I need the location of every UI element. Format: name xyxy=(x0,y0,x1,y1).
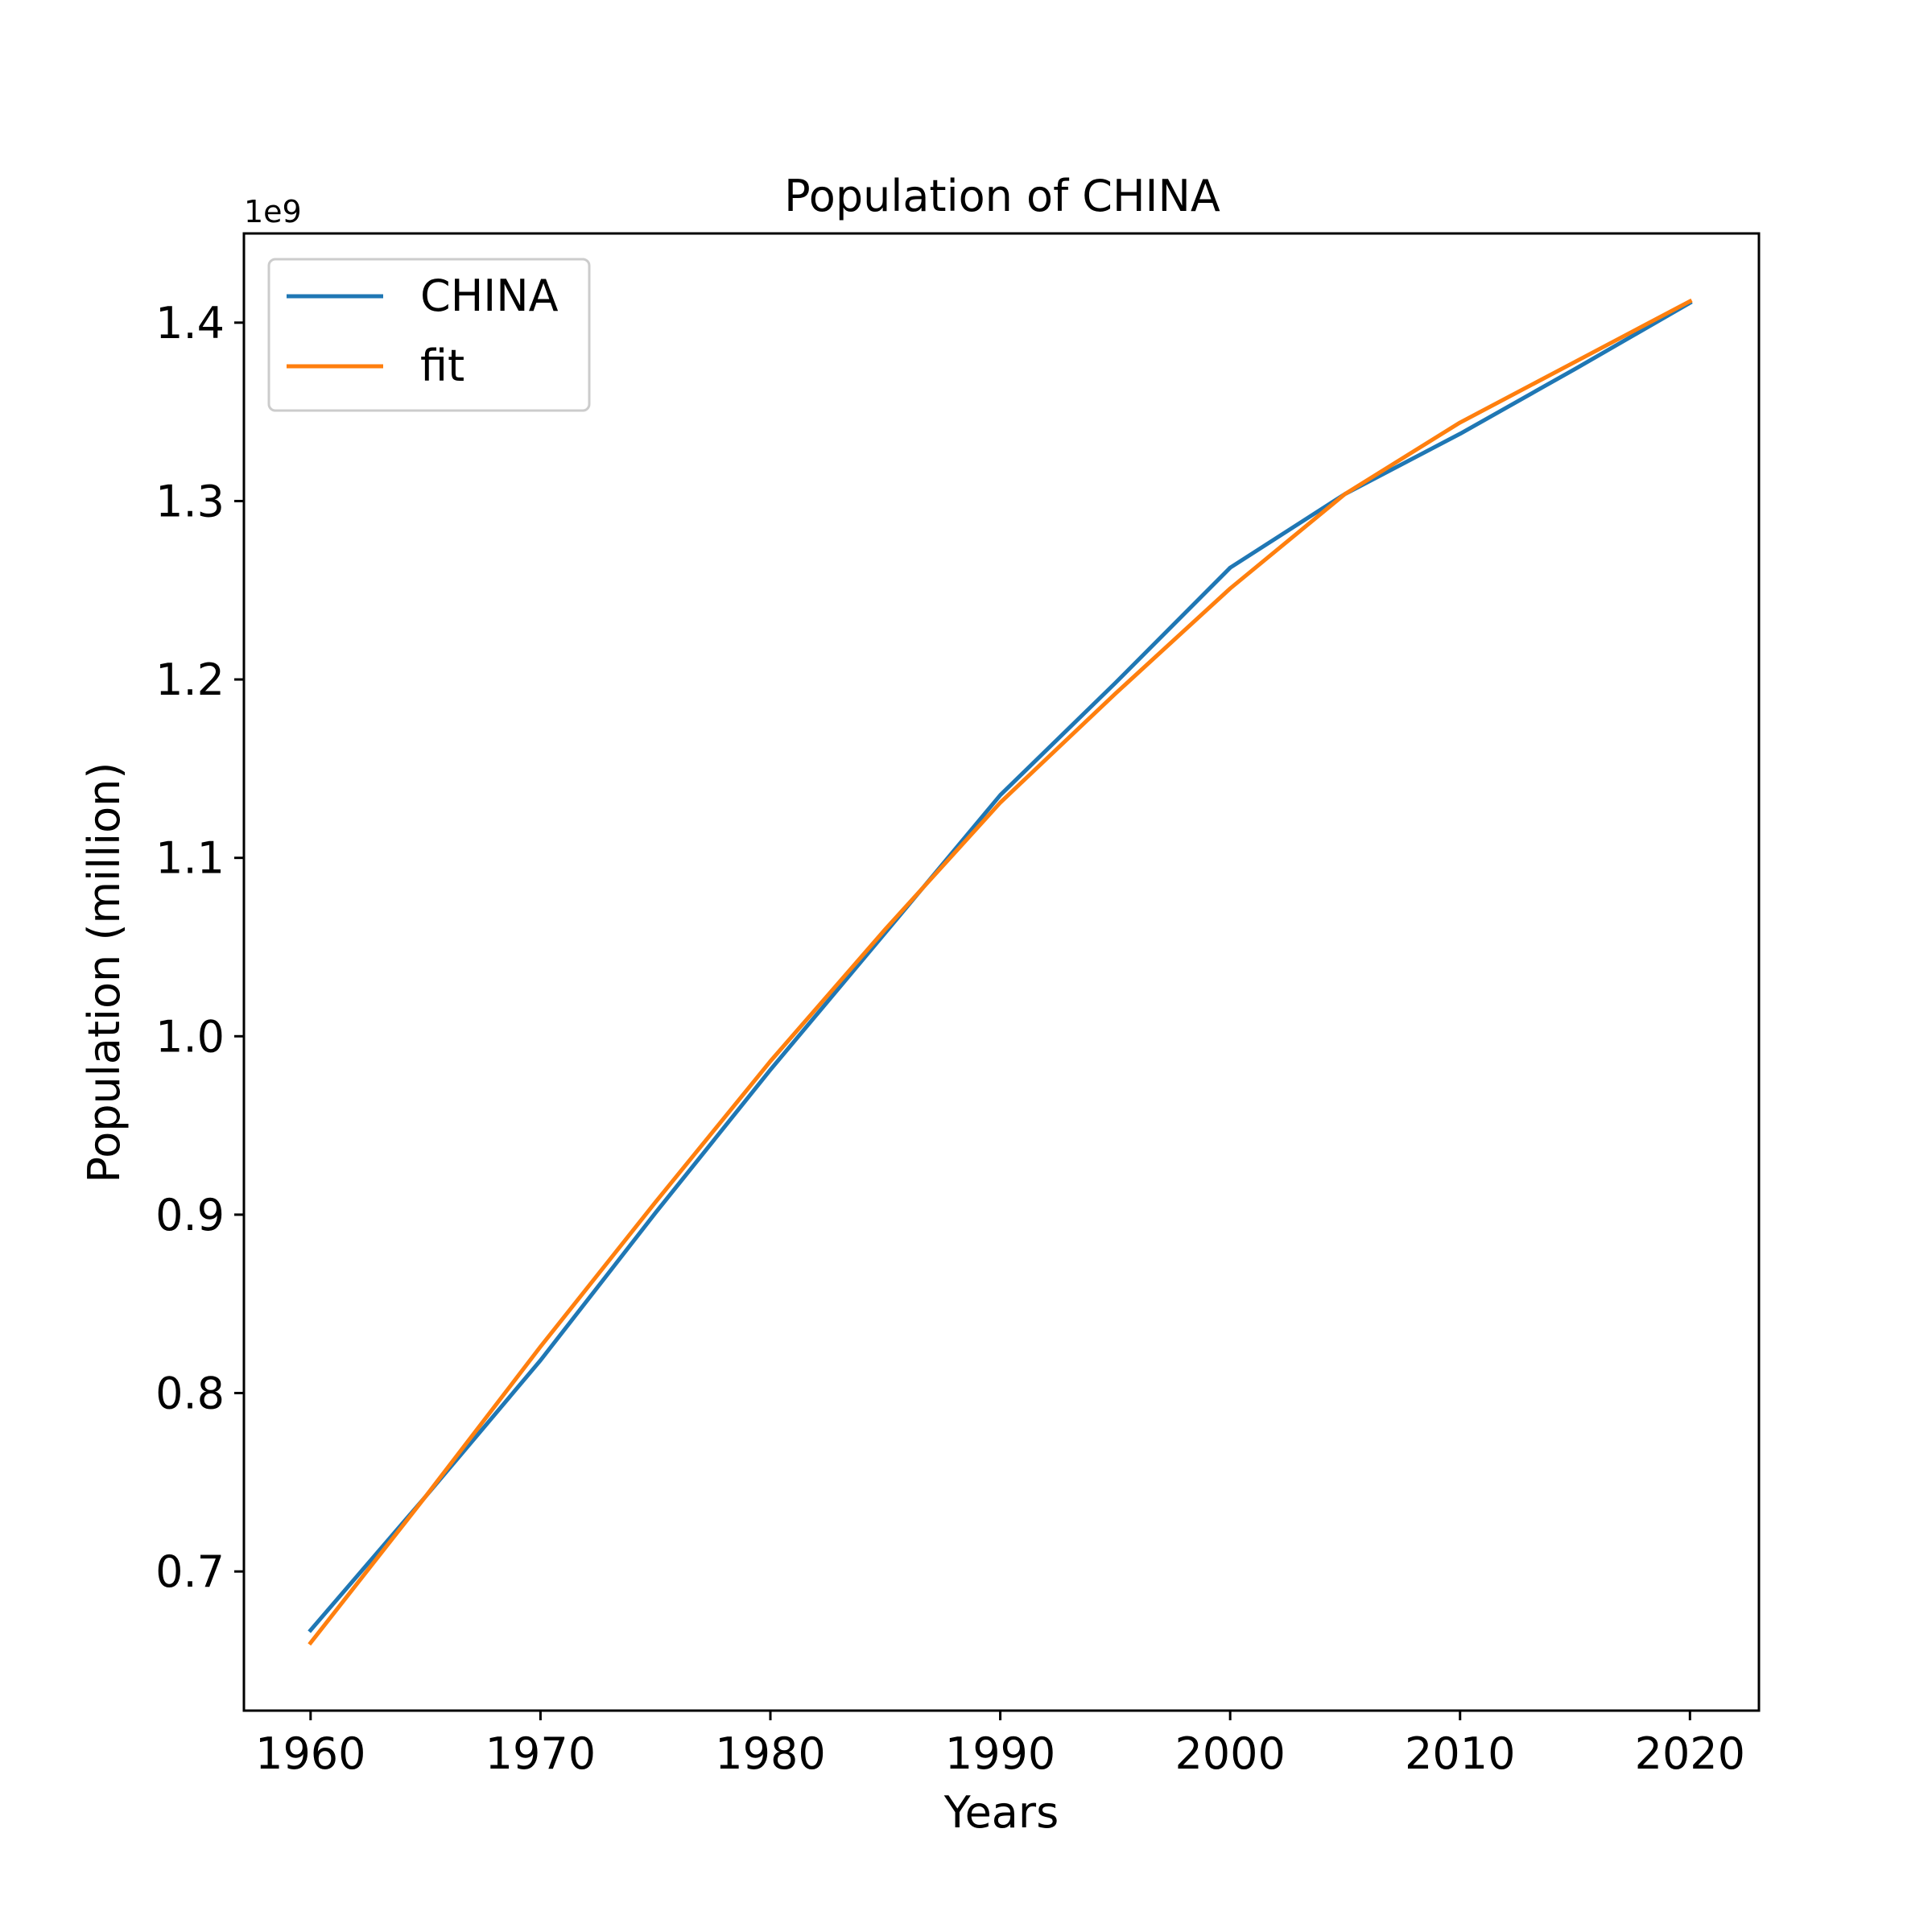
y-axis-label: Population (million) xyxy=(79,762,130,1183)
x-axis-ticks: 1960 1970 1980 1990 2000 2010 2020 xyxy=(255,1711,1745,1779)
y-tick-label: 1.2 xyxy=(155,654,225,705)
legend: CHINA fit xyxy=(267,258,591,412)
y-tick-label: 1.3 xyxy=(155,476,225,526)
series-line-fit xyxy=(308,298,1693,1646)
legend-label-fit: fit xyxy=(420,341,464,391)
y-offset-label: 1e9 xyxy=(244,194,302,229)
chart-title: Population of CHINA xyxy=(784,171,1220,221)
y-tick-label: 1.1 xyxy=(155,833,225,884)
x-tick-label: 1970 xyxy=(485,1728,596,1779)
y-tick-label: 0.7 xyxy=(155,1546,225,1597)
y-tick-label: 0.9 xyxy=(155,1190,225,1241)
legend-label-china: CHINA xyxy=(420,270,559,321)
x-tick-label: 2000 xyxy=(1174,1728,1285,1779)
x-tick-label: 2020 xyxy=(1635,1728,1745,1779)
x-tick-label: 2010 xyxy=(1405,1728,1515,1779)
x-axis-label: Years xyxy=(943,1787,1059,1838)
x-tick-label: 1980 xyxy=(715,1728,825,1779)
x-tick-label: 1990 xyxy=(945,1728,1055,1779)
y-axis-ticks: 0.7 0.8 0.9 1.0 1.1 1.2 1.3 1.4 xyxy=(155,298,244,1597)
x-tick-label: 1960 xyxy=(255,1728,365,1779)
series-lines xyxy=(308,298,1693,1646)
y-tick-label: 1.4 xyxy=(155,298,225,349)
y-tick-label: 0.8 xyxy=(155,1368,225,1419)
plot-area-frame xyxy=(242,232,1761,1712)
y-tick-label: 1.0 xyxy=(155,1011,225,1062)
series-line-china xyxy=(308,299,1693,1633)
